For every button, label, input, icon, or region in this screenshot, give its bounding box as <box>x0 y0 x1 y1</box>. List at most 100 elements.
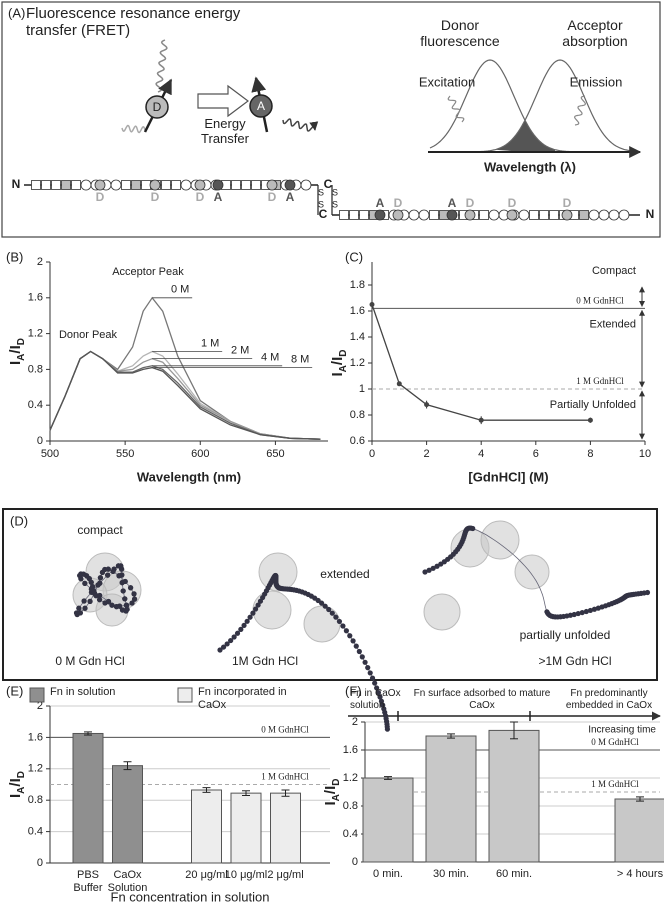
y-axis-label-part: I <box>329 372 346 376</box>
chain-bead <box>87 598 93 604</box>
state-condition: 1M Gdn HCl <box>232 654 298 668</box>
fluorophore-label: D <box>466 196 475 210</box>
chain-bead <box>131 591 137 597</box>
y-axis-label-part: A <box>338 365 349 372</box>
bar <box>362 777 414 863</box>
chain-bead <box>241 622 247 629</box>
chain-module <box>488 209 500 221</box>
x-tick-label: 4 <box>478 448 484 460</box>
labeled-module <box>464 209 476 221</box>
series-label: 4 M <box>261 352 279 364</box>
chain-module <box>251 180 261 190</box>
panel-a-title: Fluorescence resonance energy transfer (… <box>26 5 241 40</box>
y-tick-label: 1.6 <box>28 731 43 743</box>
reference-line-label: 0 M GdnHCl <box>591 737 639 747</box>
series-label: 8 M <box>291 354 309 366</box>
chain-module <box>180 179 192 191</box>
chain-bead <box>575 610 581 617</box>
reference-line-label: 1 M GdnHCl <box>591 779 639 789</box>
annotation: Fn in CaOx solution <box>350 688 401 711</box>
y-axis-label-part: D <box>338 350 349 357</box>
chain-module <box>300 179 312 191</box>
bar <box>112 765 143 864</box>
chain-bead <box>322 603 328 609</box>
fluorophore-label: D <box>268 190 277 204</box>
y-tick-label: 1.2 <box>28 763 43 775</box>
chain-module <box>518 209 530 221</box>
chain-module <box>588 209 600 221</box>
chain-module <box>429 210 439 220</box>
panel-label: (C) <box>345 249 363 264</box>
domain-sphere <box>258 552 298 592</box>
chain-bead <box>109 602 115 608</box>
y-tick-label: 1.4 <box>350 331 365 343</box>
donor <box>145 95 169 119</box>
region-label: Partially Unfolded <box>550 399 636 411</box>
chain-bead <box>333 614 339 620</box>
fluorophore-label: A <box>376 196 385 210</box>
legend-swatch <box>29 687 45 703</box>
chain-bead <box>116 573 122 579</box>
fluorophore-label: D <box>508 196 517 210</box>
chain-bead <box>122 596 128 602</box>
y-tick-label: 0.6 <box>350 435 365 447</box>
y-tick-label: 1.2 <box>350 357 365 369</box>
x-axis-label: Fn concentration in solution <box>111 889 270 904</box>
y-tick-label: 1.2 <box>343 772 358 784</box>
chain-bead <box>234 630 241 636</box>
data-point <box>396 381 402 387</box>
state-condition: 0 M Gdn HCl <box>55 654 124 668</box>
chain-bead <box>359 654 365 660</box>
chain-module <box>618 209 630 221</box>
reference-line-label: 0 M GdnHCl <box>261 724 309 734</box>
chain-bead <box>329 610 335 616</box>
chain-bead <box>422 569 428 575</box>
chain-bead <box>238 626 244 633</box>
y-tick-label: 0.8 <box>28 363 43 375</box>
chain-bead <box>119 607 126 613</box>
chain-bead <box>244 618 250 624</box>
labeled-module <box>212 179 224 191</box>
labeled-module <box>446 209 458 221</box>
y-tick-label: 1.6 <box>28 292 43 304</box>
sulfur-label: S <box>318 187 324 197</box>
y-tick-label: 0.4 <box>28 399 43 411</box>
chain-bead <box>347 633 353 639</box>
chain-bead <box>110 568 116 575</box>
bar <box>270 792 301 864</box>
bar <box>425 735 477 863</box>
chain-bead <box>583 608 589 615</box>
chain-bead <box>579 609 585 616</box>
chain-module <box>141 180 151 190</box>
chain-bead <box>350 638 356 644</box>
chain-module <box>41 180 51 190</box>
x-axis-label: [GdnHCl] (M) <box>468 469 548 484</box>
y-tick-label: 0.4 <box>28 826 43 838</box>
chain-bead <box>426 567 432 573</box>
labeled-module <box>194 179 206 191</box>
x-tick-label: > 4 hours <box>617 868 664 880</box>
chain-bead <box>228 637 234 644</box>
chain-bead <box>224 641 230 647</box>
series-label: 2 M <box>231 345 249 357</box>
chain-bead <box>82 605 88 611</box>
chain-bead <box>434 563 440 569</box>
annotation: Fn surface adsorbed to mature CaOx <box>413 688 551 711</box>
chain-bead <box>384 726 391 732</box>
labeled-module <box>561 209 573 221</box>
annotation: Donor Peak <box>59 329 118 341</box>
y-axis-label-part: A <box>16 787 27 794</box>
chain-end: N <box>12 177 21 191</box>
chain-bead <box>571 611 577 618</box>
y-tick-label: 0 <box>37 857 43 869</box>
panel-label: (D) <box>10 513 28 528</box>
data-point <box>478 417 484 423</box>
chain-bead <box>76 605 82 611</box>
chain-module <box>51 180 61 190</box>
chain-bead <box>105 598 112 605</box>
chain-end: C <box>319 207 328 221</box>
series-line <box>49 350 321 440</box>
sulfur-label: S <box>332 199 338 209</box>
chain-bead <box>255 602 261 608</box>
